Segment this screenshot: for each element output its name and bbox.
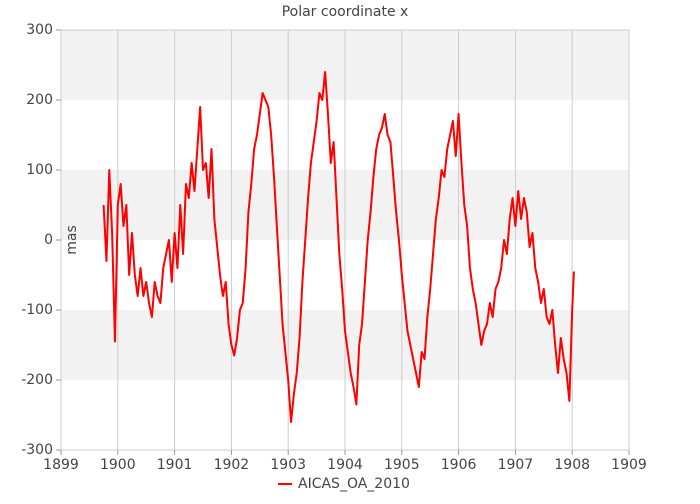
x-tick-label: 1904 <box>327 457 363 473</box>
y-axis-label: mas <box>64 225 80 255</box>
y-tick-label: 100 <box>26 162 53 178</box>
x-tick-label: 1905 <box>384 457 420 473</box>
data-line <box>102 71 575 423</box>
y-tick-label: -100 <box>21 302 53 318</box>
x-tick-label: 1906 <box>441 457 477 473</box>
y-tick-label: 300 <box>26 22 53 38</box>
y-tick-label: 0 <box>44 232 53 248</box>
y-tick-label: -200 <box>21 372 53 388</box>
x-tick-label: 1899 <box>43 457 79 473</box>
y-tick-label: -300 <box>21 442 53 458</box>
y-tick-label: 200 <box>26 92 53 108</box>
x-tick-label: 1902 <box>214 457 250 473</box>
x-tick-label: 1901 <box>157 457 193 473</box>
chart-title: Polar coordinate x <box>282 4 409 20</box>
x-tick-label: 1908 <box>554 457 590 473</box>
legend-label: AICAS_OA_2010 <box>298 476 410 492</box>
x-tick-label: 1909 <box>611 457 647 473</box>
x-tick-label: 1900 <box>100 457 136 473</box>
x-tick-label: 1903 <box>270 457 306 473</box>
x-tick-label: 1907 <box>498 457 534 473</box>
